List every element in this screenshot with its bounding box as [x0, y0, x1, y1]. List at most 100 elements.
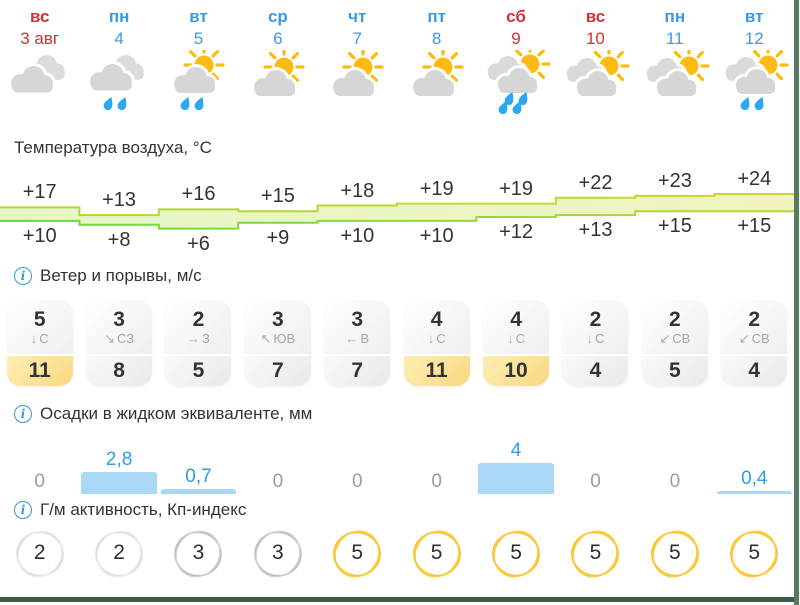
- date-label: 3 авг: [20, 29, 60, 48]
- precipitation-column: 0,4: [715, 428, 794, 494]
- day-header[interactable]: пт 8: [397, 6, 476, 50]
- temperature-column: +15 +9: [238, 160, 317, 266]
- temperature-column: +22 +13: [556, 160, 635, 266]
- weather-icon[interactable]: [635, 50, 714, 114]
- wind-card-top: 2 ↓ С: [562, 300, 628, 354]
- info-icon[interactable]: i: [14, 501, 32, 519]
- day-header[interactable]: вт 5: [159, 6, 238, 50]
- wind-gust-value: 7: [324, 354, 391, 386]
- kp-index-cell: 2: [0, 524, 79, 586]
- kp-value: 5: [510, 541, 522, 564]
- kp-value: 3: [272, 541, 284, 564]
- temp-min-label: +15: [657, 215, 692, 238]
- kp-ring-icon: [726, 526, 782, 582]
- wind-direction-label: С: [436, 330, 446, 346]
- weather-icon[interactable]: [556, 50, 635, 114]
- wind-gust-value: 5: [641, 354, 708, 386]
- wind-card[interactable]: 3 ← В 7: [324, 300, 391, 386]
- weather-icon[interactable]: [238, 50, 317, 114]
- precipitation-value: 4: [510, 440, 522, 461]
- wind-card[interactable]: 2 ↓ С 4: [562, 300, 629, 386]
- day-header[interactable]: чт 7: [318, 6, 397, 50]
- precipitation-column: 0,7: [159, 428, 238, 494]
- wind-column: 2 ↙ СВ 5: [635, 300, 714, 386]
- date-label: 5: [193, 29, 204, 48]
- wind-gust-value: 11: [6, 354, 73, 386]
- temperature-title-text: Температура воздуха, °C: [14, 138, 212, 157]
- wind-direction: → З: [187, 331, 210, 347]
- temperature-section-title: Температура воздуха, °C: [14, 138, 212, 158]
- temp-max-label: +22: [578, 171, 613, 194]
- weather-icons-row: [0, 50, 794, 114]
- wind-direction: ↘ СЗ: [104, 331, 134, 347]
- day-header[interactable]: пн 11: [635, 6, 714, 50]
- date-label: 4: [114, 29, 124, 48]
- weather-icon[interactable]: [715, 50, 794, 114]
- wind-gust-value: 5: [165, 354, 232, 386]
- wind-direction-label: З: [202, 330, 210, 346]
- wind-card-top: 4 ↓ С: [483, 300, 549, 354]
- wind-card[interactable]: 2 ↙ СВ 5: [641, 300, 708, 386]
- precipitation-column: 0: [397, 428, 476, 494]
- day-header[interactable]: вс 3 авг: [0, 6, 79, 50]
- wind-card[interactable]: 5 ↓ С 11: [6, 300, 73, 386]
- day-header[interactable]: вт 12: [715, 6, 794, 50]
- temp-min-label: +10: [340, 224, 375, 247]
- wind-direction-label: СВ: [751, 330, 770, 346]
- weather-icon[interactable]: [318, 50, 397, 114]
- kp-index-cell: 5: [635, 524, 714, 586]
- precipitation-column: 0: [635, 428, 714, 494]
- temp-min-label: +10: [22, 224, 57, 247]
- date-label: 9: [511, 29, 521, 48]
- weather-icon[interactable]: [397, 50, 476, 114]
- day-header[interactable]: ср 6: [238, 6, 317, 50]
- wind-direction-label: СЗ: [116, 330, 135, 346]
- precipitation-value: 0: [34, 471, 45, 492]
- weekday-label: вт: [744, 7, 764, 26]
- temp-max-label: +16: [181, 183, 216, 206]
- wind-card-top: 4 ↓ С: [404, 300, 470, 354]
- precipitation-value: 0: [669, 471, 681, 492]
- kp-ring-icon: [250, 526, 306, 582]
- info-icon[interactable]: i: [14, 267, 32, 285]
- day-header[interactable]: сб 9: [476, 6, 555, 50]
- weather-icon[interactable]: [476, 50, 555, 114]
- info-icon[interactable]: i: [14, 405, 32, 423]
- precipitation-title-text: Осадки в жидком эквиваленте, мм: [40, 404, 313, 423]
- wind-direction: ↙ СВ: [739, 331, 770, 347]
- weekday-label: пн: [108, 7, 130, 26]
- precipitation-value: 2,8: [105, 449, 133, 471]
- weather-icon[interactable]: [0, 50, 79, 114]
- wind-card[interactable]: 2 ↙ СВ 4: [721, 300, 788, 386]
- precipitation-column: 2,8: [79, 428, 158, 494]
- wind-direction-arrow-icon: ↘: [104, 330, 115, 346]
- wind-card[interactable]: 2 → З 5: [165, 300, 232, 386]
- wind-card-top: 3 ↘ СЗ: [86, 300, 152, 354]
- kp-index-cell: 5: [556, 524, 635, 586]
- wind-card[interactable]: 4 ↓ С 11: [403, 300, 470, 386]
- wind-direction-label: В: [360, 330, 370, 346]
- wind-card[interactable]: 3 ↖ ЮВ 7: [244, 300, 311, 386]
- day-header[interactable]: пн 4: [79, 6, 158, 50]
- wind-direction: ← В: [345, 331, 369, 347]
- weather-icon[interactable]: [79, 50, 158, 114]
- wind-gust-value: 8: [86, 354, 153, 386]
- wind-direction-label: ЮВ: [273, 330, 296, 346]
- kp-ring-icon: [488, 526, 544, 582]
- wind-card[interactable]: 3 ↘ СЗ 8: [86, 300, 153, 386]
- wind-speed-value: 2: [192, 307, 205, 331]
- precipitation-value: 0: [590, 471, 601, 492]
- weekday-label: чт: [348, 7, 367, 26]
- weekday-label: вс: [585, 7, 606, 26]
- wind-column: 4 ↓ С 10: [476, 300, 555, 386]
- wind-card[interactable]: 4 ↓ С 10: [483, 300, 550, 386]
- weather-icon[interactable]: [159, 50, 238, 114]
- geomagnetic-title-text: Г/м активность, Кп-индекс: [40, 500, 247, 519]
- precipitation-bar: [716, 490, 792, 494]
- wind-gust-value: 7: [244, 354, 311, 386]
- day-header[interactable]: вс 10: [556, 6, 635, 50]
- temp-max-label: +19: [419, 177, 454, 200]
- weekday-label: сб: [506, 7, 526, 26]
- weekday-label: пн: [664, 7, 686, 26]
- temp-max-label: +24: [737, 168, 772, 190]
